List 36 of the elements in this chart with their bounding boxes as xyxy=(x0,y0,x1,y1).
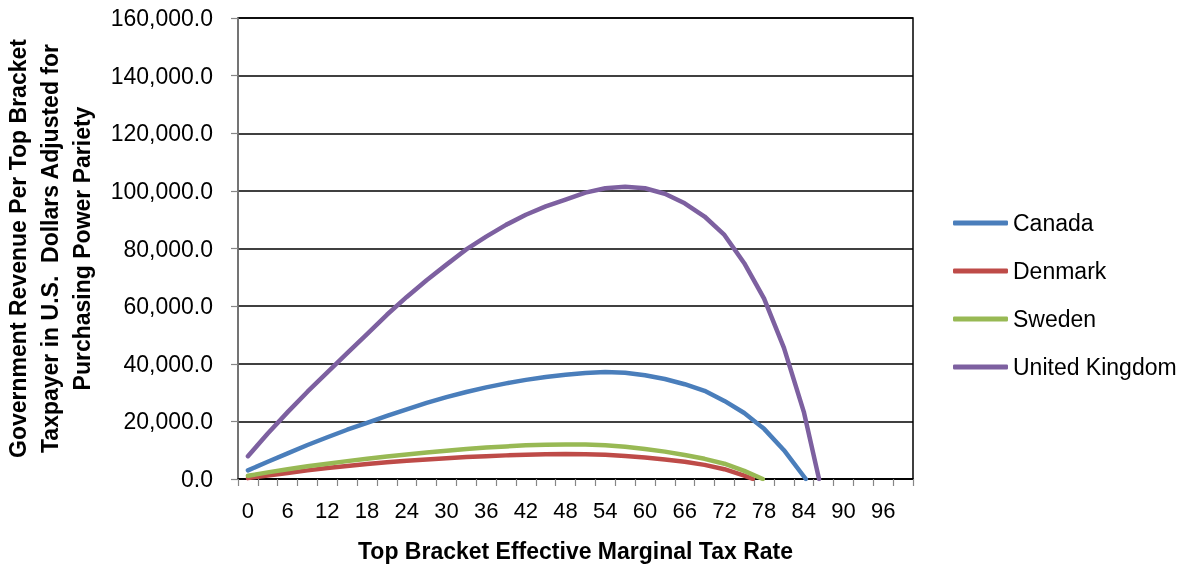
y-tick-label: 80,000.0 xyxy=(123,235,213,262)
x-tick-label: 12 xyxy=(315,497,340,523)
x-tick-label: 90 xyxy=(831,497,856,523)
x-tick-label: 66 xyxy=(672,497,697,523)
x-tick-label: 48 xyxy=(553,497,578,523)
legend-label: United Kingdom xyxy=(1013,354,1177,380)
y-tick-label: 120,000.0 xyxy=(110,120,213,147)
x-tick-label: 24 xyxy=(394,497,419,523)
y-tick-label: 160,000.0 xyxy=(110,5,213,31)
x-tick-label: 0 xyxy=(241,497,255,523)
y-tick-label: 140,000.0 xyxy=(110,62,213,89)
x-tick-label: 96 xyxy=(870,497,896,523)
x-tick-label: 72 xyxy=(712,497,737,523)
y-tick-label: 40,000.0 xyxy=(123,350,213,377)
line-series xyxy=(245,451,756,482)
x-tick-label: 78 xyxy=(751,497,777,523)
x-tick-label: 60 xyxy=(632,497,658,523)
line-series xyxy=(245,369,809,482)
x-tick-label: 6 xyxy=(281,497,294,523)
x-tick-label: 54 xyxy=(593,497,618,523)
x-tick-label: 42 xyxy=(513,497,539,523)
x-tick-label: 18 xyxy=(354,497,380,523)
legend-label: Canada xyxy=(1013,210,1094,236)
y-tick-label: 60,000.0 xyxy=(123,293,213,320)
legend-label: Denmark xyxy=(1013,258,1107,284)
legend-label: Sweden xyxy=(1013,306,1097,332)
y-tick-label: 100,000.0 xyxy=(110,177,213,204)
x-axis-title: Top Bracket Effective Marginal Tax Rate xyxy=(357,537,794,564)
line-series xyxy=(245,442,766,482)
y-tick-label: 20,000.0 xyxy=(123,408,213,435)
line-series xyxy=(245,184,822,482)
x-tick-label: 84 xyxy=(791,497,817,523)
y-axis-title: Government Revenue Per Top Bracket Taxpayer in U.S. Dollars Adjusted for Purchasing Power Pariety xyxy=(5,38,95,458)
y-tick-label: 0.0 xyxy=(181,466,213,492)
x-tick-label: 36 xyxy=(473,497,499,523)
x-tick-label: 30 xyxy=(434,497,459,523)
